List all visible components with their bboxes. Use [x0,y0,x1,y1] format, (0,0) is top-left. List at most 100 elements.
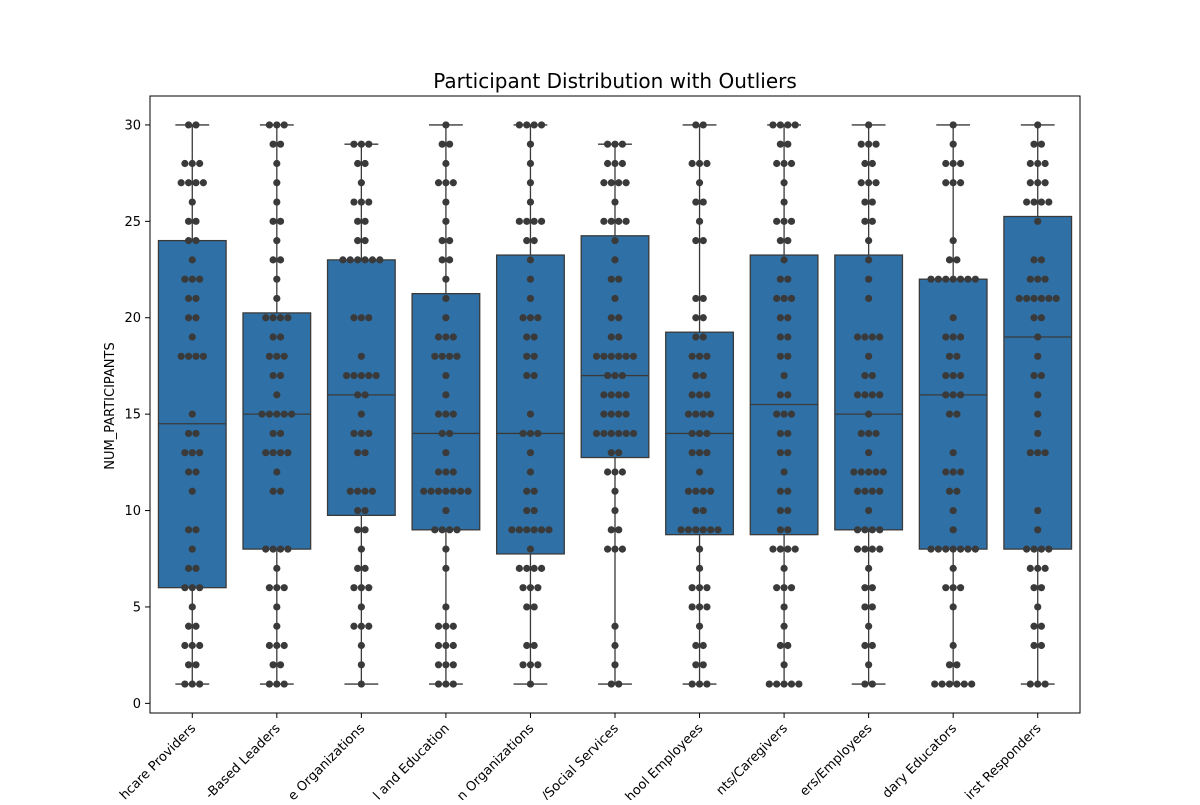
data-point [784,121,792,129]
box [1003,215,1073,550]
data-point [611,506,619,515]
data-point [949,564,957,572]
data-point [784,237,792,245]
data-point [1034,680,1042,688]
data-point [1034,449,1042,457]
data-point [368,487,377,495]
data-point [953,487,961,495]
data-point [615,217,623,225]
data-point [776,391,784,399]
data-point [515,217,523,225]
data-point [523,487,531,495]
box [495,254,565,555]
data-point [865,179,873,187]
data-point [688,159,696,168]
data-point [184,314,193,322]
data-point [196,275,204,283]
data-point [442,641,450,650]
data-point [284,545,292,553]
data-point [615,352,623,360]
data-point [434,468,443,476]
data-point [600,391,608,399]
data-point [703,352,711,360]
data-point [1034,179,1042,187]
data-point [438,237,446,245]
data-point [945,410,954,418]
data-point [787,680,796,688]
data-point [534,661,542,669]
data-point [519,314,527,322]
data-point [526,198,535,206]
data-point [853,487,862,495]
data-point [269,140,277,148]
box-group [495,124,565,685]
data-point [611,198,619,206]
data-point [1030,584,1038,592]
data-point [537,121,546,129]
data-point [780,622,788,630]
data-point [868,371,876,380]
data-point [354,506,362,515]
data-point [273,564,281,572]
data-point [280,410,288,418]
data-point [442,564,450,572]
data-point [1026,179,1034,187]
data-point [357,198,365,206]
data-point [784,487,792,495]
box [580,235,650,459]
data-point [953,256,961,264]
data-point [269,217,277,225]
data-point [365,429,373,438]
data-point [449,622,457,630]
data-point [865,429,873,438]
data-point [258,410,266,418]
data-point [1037,314,1046,322]
data-point [184,179,193,187]
data-point [265,121,274,129]
data-point [684,526,693,534]
data-point [273,294,281,303]
data-point [773,410,781,418]
data-point [442,275,450,283]
data-point [695,179,704,187]
data-point [780,159,788,168]
data-point [784,352,792,360]
data-point [534,314,542,322]
data-point [523,121,531,129]
data-point [269,487,277,495]
data-point [196,449,204,457]
data-point [273,680,281,688]
data-point [695,159,704,168]
data-point [1034,121,1042,129]
data-point [945,352,954,360]
data-point [868,584,876,592]
data-point [699,121,707,129]
data-point [861,584,869,592]
data-point [192,237,200,245]
data-point [622,217,630,225]
data-point [942,584,950,592]
data-point [188,256,196,264]
data-point [964,545,972,553]
data-point [787,584,796,592]
data-point [269,371,277,380]
data-point [769,121,777,129]
data-point [434,680,443,688]
data-point [618,140,627,148]
data-point [1034,391,1042,399]
data-point [865,275,873,283]
data-point [196,680,204,688]
data-point [354,159,362,168]
data-point [780,256,788,264]
data-point [530,487,538,495]
data-point [622,410,630,418]
data-point [1034,506,1042,515]
data-point [780,468,788,476]
data-point [607,391,615,399]
data-point [865,352,873,360]
data-point [357,314,365,322]
data-point [773,680,781,688]
data-point [618,371,627,380]
data-point [615,449,623,457]
data-point [861,159,869,168]
